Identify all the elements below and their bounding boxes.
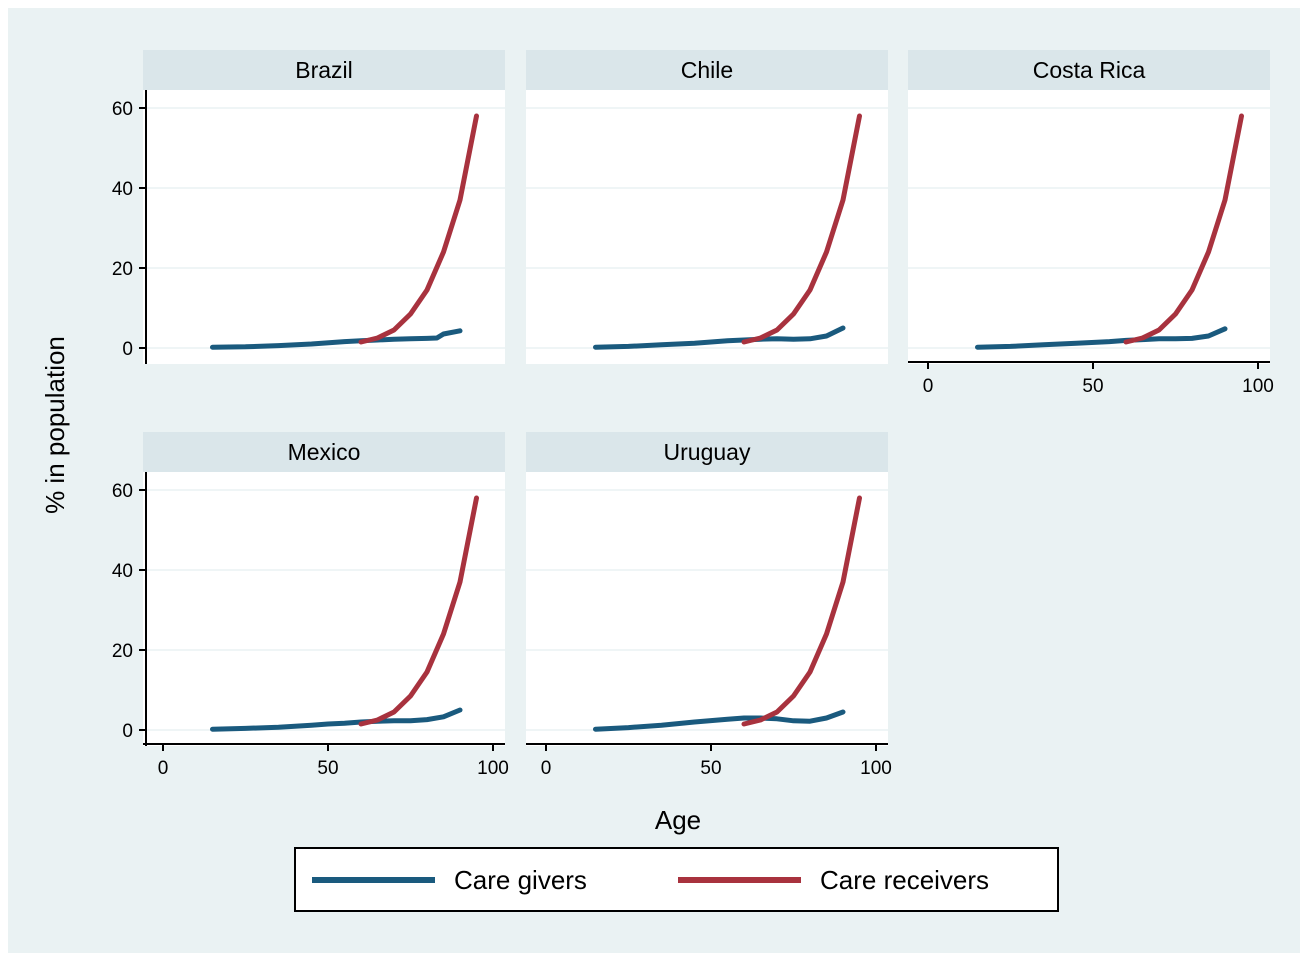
x-tick-label: 0 [541, 758, 552, 779]
legend-label-care-receivers: Care receivers [820, 865, 989, 895]
y-tick-label: 0 [122, 339, 133, 360]
panel-strip [526, 432, 888, 472]
panel-mexico: Mexico 0 20 40 60 0 50 100 [112, 432, 509, 779]
series-line-care-receivers [358, 113, 479, 345]
x-tick-label: 50 [700, 758, 721, 779]
y-tick-label: 40 [112, 561, 133, 582]
panel-title: Brazil [295, 57, 353, 83]
plot-area [908, 90, 1270, 364]
x-tick-label: 100 [860, 758, 892, 779]
x-tick-label: 50 [317, 758, 338, 779]
panel-strip [143, 432, 505, 472]
x-tick-label: 100 [477, 758, 509, 779]
x-tick-label: 0 [923, 376, 934, 397]
y-tick-label: 60 [112, 481, 133, 502]
panel-brazil: Brazil 0 20 40 60 [112, 50, 505, 364]
series-line-care-receivers [1123, 113, 1244, 345]
panel-costa-rica: Costa Rica 0 50 100 [908, 50, 1274, 397]
series-line-care-receivers [741, 495, 862, 727]
plot-area [143, 472, 505, 746]
legend-label-care-givers: Care givers [454, 865, 587, 895]
series-line-care-receivers [358, 495, 479, 727]
panel-strip [143, 50, 505, 90]
y-tick-label: 20 [112, 259, 133, 280]
panel-uruguay: Uruguay 0 50 100 [526, 432, 892, 779]
y-tick-label: 20 [112, 641, 133, 662]
series-line-care-receivers [741, 113, 862, 345]
y-tick-label: 60 [112, 99, 133, 120]
panel-title: Costa Rica [1033, 57, 1146, 83]
y-tick-label: 40 [112, 179, 133, 200]
x-axis-title: Age [655, 805, 701, 835]
x-tick-label: 0 [158, 758, 169, 779]
x-tick-label: 100 [1242, 376, 1274, 397]
panel-title: Mexico [288, 439, 361, 465]
x-tick-label: 50 [1082, 376, 1103, 397]
y-tick-label: 0 [122, 721, 133, 742]
series-line-care-givers [593, 709, 846, 732]
legend: Care givers Care receivers [294, 847, 1059, 912]
panel-chile: Chile [526, 50, 888, 364]
panel-strip [908, 50, 1270, 90]
panel-title: Uruguay [664, 439, 751, 465]
plot-area [526, 472, 888, 746]
panel-strip [526, 50, 888, 90]
y-axis-title: % in population [40, 336, 70, 514]
plot-area [143, 90, 505, 364]
panel-title: Chile [681, 57, 733, 83]
plot-area [526, 90, 888, 364]
